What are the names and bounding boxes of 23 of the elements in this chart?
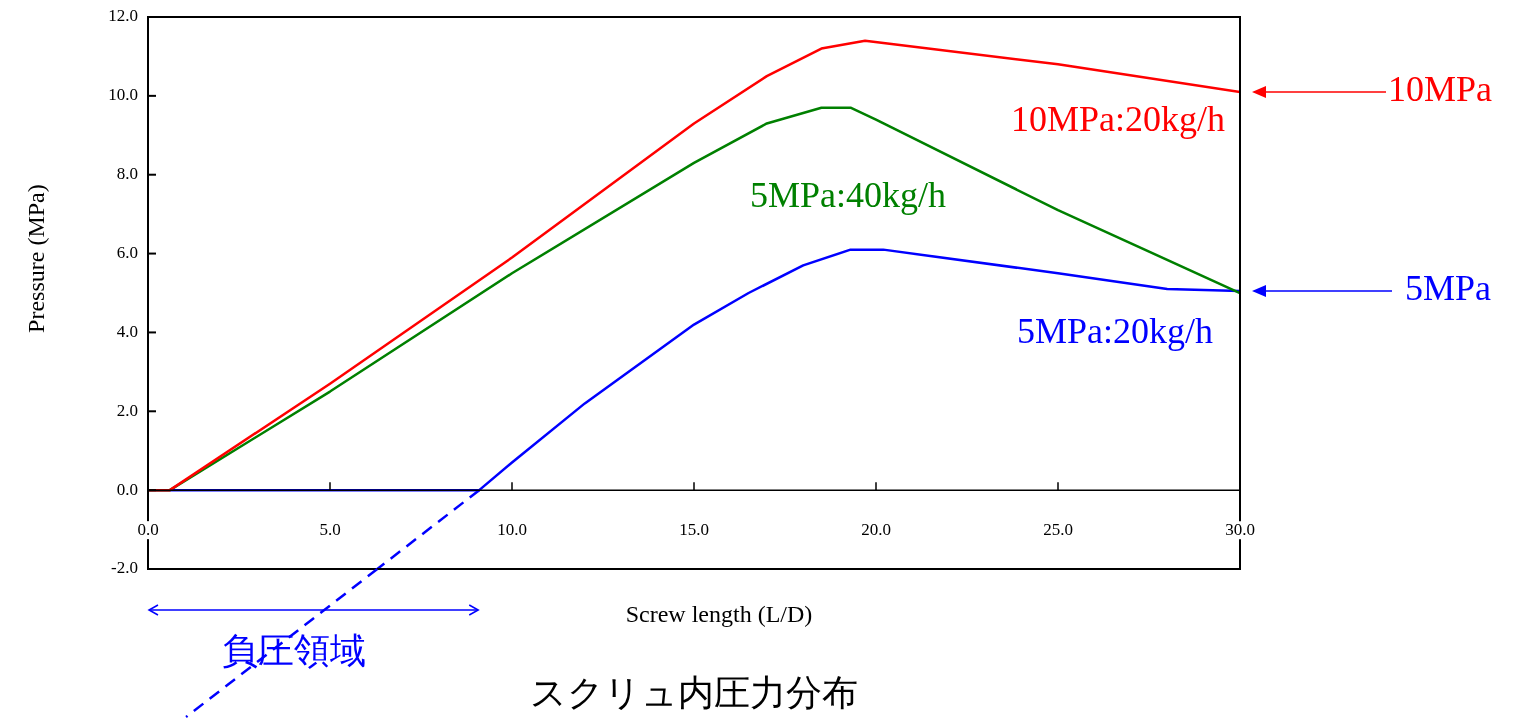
series-label: 5MPa:40kg/h	[749, 175, 947, 216]
x-tick-label: 0.0	[137, 519, 159, 539]
text: 10MPa	[1388, 69, 1493, 110]
x-tick-label: 10.0	[497, 519, 527, 539]
y-tick-label: -2.0	[111, 558, 138, 578]
y-tick-label: 2.0	[116, 400, 138, 420]
x-tick-label: 5.0	[319, 519, 341, 539]
text: スクリュ内圧力分布	[530, 672, 858, 714]
y-tick-label: 12.0	[108, 6, 138, 26]
text: 5MPa	[1405, 268, 1492, 309]
x-tick-label: 15.0	[679, 519, 709, 539]
y-tick-label: 6.0	[116, 243, 138, 263]
y-axis-title: Pressure (MPa)	[23, 184, 50, 333]
y-tick-label: 0.0	[116, 479, 138, 499]
x-tick-label: 30.0	[1225, 519, 1255, 539]
y-tick-label: 4.0	[116, 321, 138, 341]
y-tick-label: 8.0	[116, 164, 138, 184]
series-label: 5MPa:20kg/h	[1016, 311, 1213, 352]
x-tick-label: 20.0	[861, 519, 891, 539]
legend-label: 10MPa:20kg/h	[1010, 99, 1225, 140]
x-tick-label: 25.0	[1043, 519, 1073, 539]
y-tick-label: 10.0	[108, 85, 138, 105]
x-axis-title: Screw length (L/D)	[625, 601, 813, 628]
